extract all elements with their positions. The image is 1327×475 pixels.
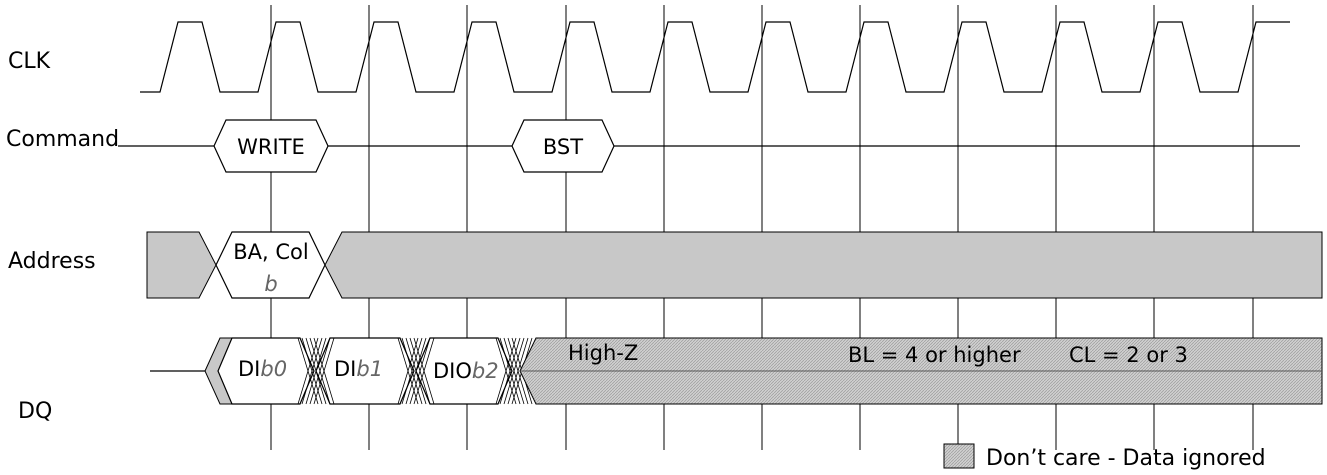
address-label: Address xyxy=(8,249,96,274)
clk-waveform xyxy=(140,21,1290,93)
legend-dont-care-label: Don’t care - Data ignored xyxy=(986,446,1266,471)
write-command-label: WRITE xyxy=(237,135,305,159)
address-bank-col-label: BA, Col xyxy=(233,240,308,264)
dq-data-b2-label: DIOb2 xyxy=(433,359,499,383)
burst-length-note: BL = 4 or higher xyxy=(848,343,1021,367)
cas-latency-note: CL = 2 or 3 xyxy=(1069,343,1188,367)
dq-data-b0-shape xyxy=(217,337,315,405)
clk-label: CLK xyxy=(8,49,51,74)
dq-label: DQ xyxy=(18,399,52,424)
write-command-shape xyxy=(213,119,329,173)
bst-command-shape xyxy=(511,119,615,173)
dq-data-b0-label: DIb0 xyxy=(238,357,287,381)
dq-transition-crossings xyxy=(297,337,533,405)
bst-command-label: BST xyxy=(543,135,583,159)
address-dont-care-before xyxy=(146,231,217,299)
address-dont-care-after xyxy=(324,231,1323,299)
address-col-value: b xyxy=(264,272,277,296)
dq-data-b1-label: DIb1 xyxy=(334,357,383,381)
legend-dont-care-swatch xyxy=(943,443,975,469)
command-label: Command xyxy=(6,127,119,152)
dq-high-z-label: High-Z xyxy=(568,341,638,365)
